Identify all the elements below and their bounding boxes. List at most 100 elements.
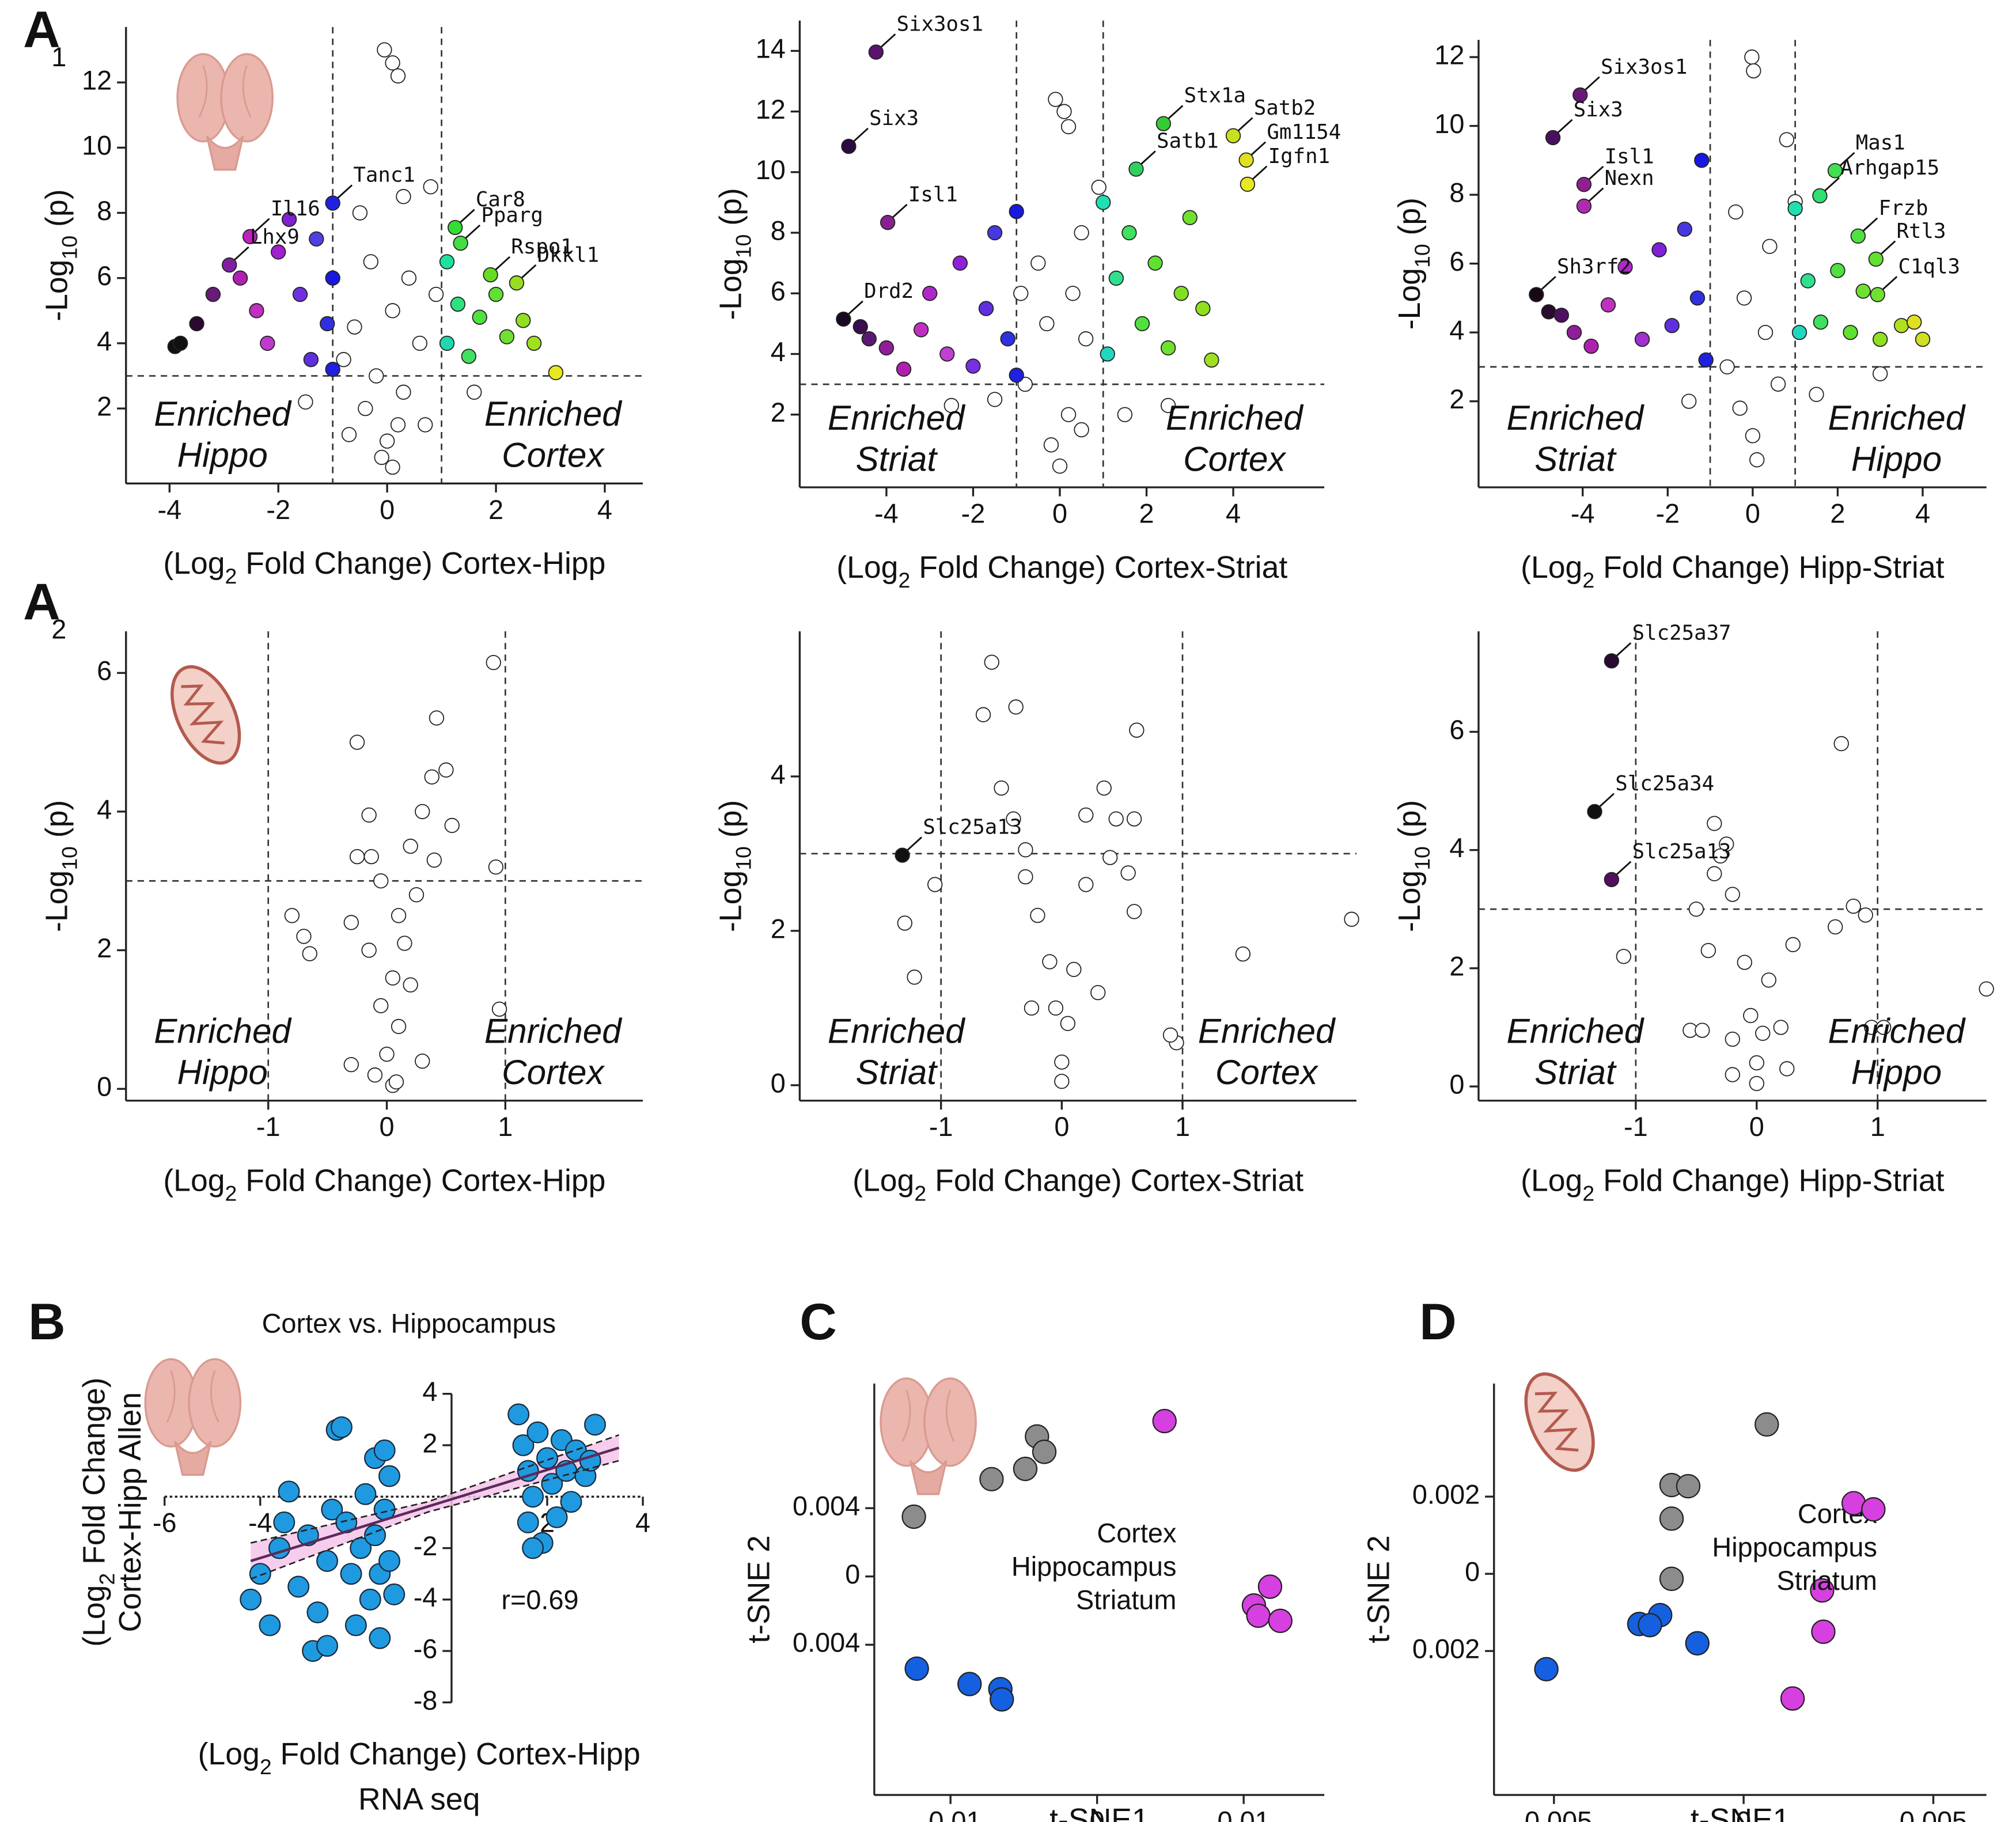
data-point <box>488 286 504 302</box>
data-point <box>1134 316 1150 332</box>
data-point <box>1060 407 1077 422</box>
data-point <box>1707 816 1722 831</box>
data-point <box>584 1414 607 1436</box>
y-tick-label: 4 <box>97 326 112 356</box>
gene-leader <box>1880 240 1896 255</box>
y-tick-label: 2 <box>422 1428 437 1458</box>
data-point <box>377 42 392 58</box>
data-point <box>1066 961 1082 978</box>
y-tick-label: 6 <box>1449 715 1464 745</box>
mitochondria-icon <box>158 656 253 773</box>
y-axis-label: -Log10 (p) <box>1393 198 1434 329</box>
data-point <box>388 1074 404 1090</box>
x-axis-label: (Log2 Fold Change) Cortex-Striat <box>852 1164 1303 1206</box>
x-tick-label: -0.005 <box>1515 1806 1592 1822</box>
x-axis-label-part: Fold Change) Cortex-Striat <box>910 551 1287 585</box>
data-point <box>472 309 487 325</box>
data-point <box>249 303 264 319</box>
data-point <box>341 427 357 442</box>
x-tick-label: 0 <box>379 1112 394 1142</box>
y-axis-label: -Log10 (p) <box>40 189 82 321</box>
x-axis-label: (Log2 Fold Change) Cortex-Hipp <box>163 1164 605 1206</box>
data-point <box>1749 1075 1764 1092</box>
x-axis-label-part: Fold Change) Hipp-Striat <box>1594 551 1944 585</box>
x-axis-label-part: (Log <box>836 551 898 585</box>
data-point <box>1915 331 1931 347</box>
gene-label: Arhgap15 <box>1840 156 1939 180</box>
y-tick-label: 4 <box>771 759 786 789</box>
data-point <box>1009 204 1024 219</box>
annotation: r=0.69 <box>501 1585 578 1615</box>
y-tick-label: 12 <box>1434 40 1464 70</box>
y-tick-label: 10 <box>82 131 112 161</box>
gene-point <box>868 44 884 60</box>
gene-leader <box>234 246 249 261</box>
data-point <box>1846 898 1861 914</box>
data-point <box>1129 722 1145 738</box>
data-point <box>1078 877 1094 892</box>
gene-point <box>1238 152 1254 168</box>
y-axis-label-part: 10 <box>58 236 82 260</box>
gene-label: Rspo1 <box>511 235 573 259</box>
x-tick-label: -2 <box>961 498 986 528</box>
y-tick-label: 0.002 <box>1412 1480 1480 1510</box>
data-point <box>424 769 439 785</box>
data-point <box>1728 204 1744 220</box>
chart-title: Cortex vs. Hippocampus <box>262 1309 556 1339</box>
data-point <box>363 254 378 270</box>
data-point <box>1056 104 1072 119</box>
data-point <box>344 1614 367 1637</box>
data-point <box>1979 981 1994 997</box>
data-point <box>391 908 407 923</box>
x-axis-label: t-SNE1 <box>1691 1803 1790 1822</box>
data-point <box>358 400 373 416</box>
y-tick-label: 0.004 <box>793 1628 860 1658</box>
data-point <box>1024 1000 1040 1016</box>
y-axis-label-part: (p) <box>714 800 748 846</box>
gene-label: Dkkl1 <box>537 243 599 267</box>
x-axis-label-part: (Log <box>1521 1164 1582 1198</box>
gene-point <box>448 219 463 236</box>
data-point <box>284 908 300 923</box>
data-point <box>878 340 895 356</box>
data-point <box>278 1480 300 1503</box>
data-point <box>1743 1007 1759 1024</box>
data-point <box>1744 49 1760 65</box>
y-axis-label-part: 10 <box>1410 846 1434 870</box>
data-point <box>330 1416 353 1438</box>
y-tick-label: 6 <box>771 276 786 306</box>
data-point <box>499 329 515 344</box>
data-point <box>852 319 868 335</box>
data-point <box>1873 366 1888 381</box>
data-point <box>1725 887 1740 902</box>
data-point <box>1030 907 1045 923</box>
x-tick-label: 0 <box>1090 1806 1105 1822</box>
gene-leader <box>255 218 270 232</box>
y-tick-label: 12 <box>756 94 786 124</box>
data-point <box>373 998 389 1014</box>
data-point <box>1907 315 1922 330</box>
x-tick-label: -1 <box>1624 1112 1648 1142</box>
data-point <box>1268 1608 1293 1633</box>
data-point <box>391 1018 407 1035</box>
data-point <box>403 838 418 854</box>
y-axis-label: (Log2 Fold Change) <box>78 1377 119 1646</box>
y-axis-label-part: (p) <box>1393 800 1427 846</box>
x-tick-label: -4 <box>248 1508 272 1538</box>
data-point <box>1566 324 1582 340</box>
x-axis-label: (Log2 Fold Change) Cortex-Striat <box>836 551 1287 592</box>
data-point <box>1833 736 1849 752</box>
x-tick-label: -4 <box>157 495 181 525</box>
data-point <box>1800 273 1816 289</box>
gene-point <box>1576 177 1592 192</box>
x-tick-label: 0 <box>1054 1112 1069 1142</box>
x-axis-label: (Log2 Fold Change) Hipp-Striat <box>1521 551 1945 592</box>
data-point <box>1780 1686 1805 1711</box>
y-axis-label: -Log10 (p) <box>40 800 82 932</box>
data-point <box>296 929 312 944</box>
y-axis-label-part: 10 <box>731 234 755 259</box>
data-point <box>379 433 395 449</box>
y-axis-label-part: -Log <box>40 260 74 321</box>
data-point <box>426 852 442 868</box>
data-point <box>1091 179 1106 195</box>
